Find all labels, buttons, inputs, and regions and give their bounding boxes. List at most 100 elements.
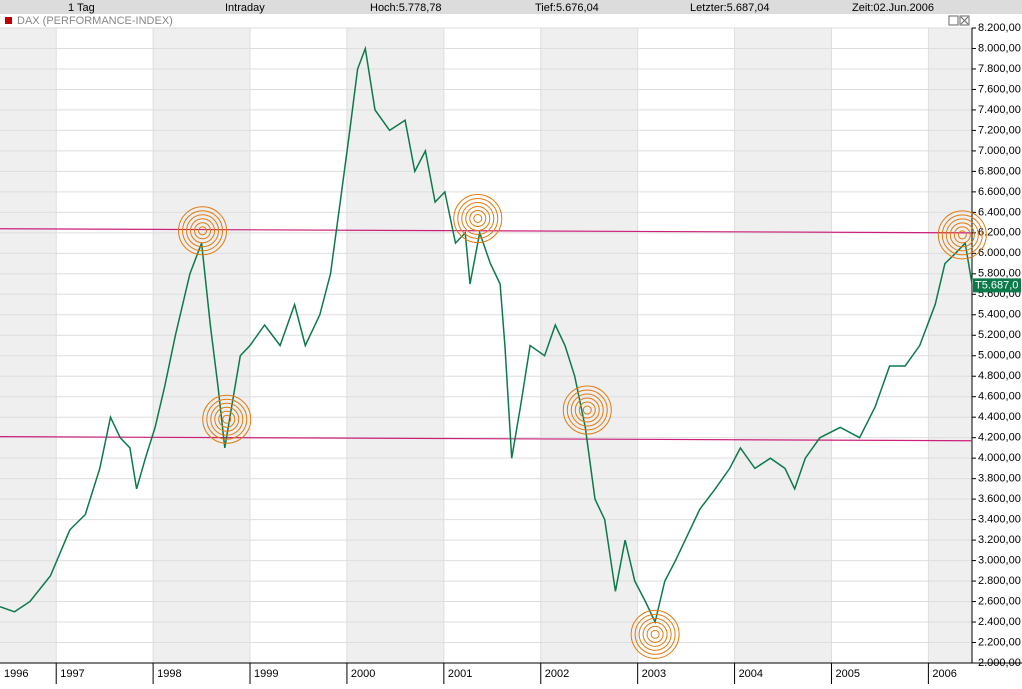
marker-ring xyxy=(945,218,979,252)
x-tick-label: 2006 xyxy=(932,668,956,680)
year-band xyxy=(928,28,972,663)
last-price-badge xyxy=(973,278,1021,293)
y-tick-label: 6.000,00 xyxy=(978,247,1021,259)
header-time: Zeit:02.Jun.2006 xyxy=(852,2,934,14)
target-marker xyxy=(630,609,680,659)
close-icon xyxy=(960,16,969,25)
marker-ring xyxy=(214,406,240,432)
marker-ring xyxy=(465,206,491,231)
marker-ring xyxy=(582,405,592,415)
y-tick-label: 5.800,00 xyxy=(978,268,1021,280)
marker-ring xyxy=(566,389,608,431)
target-marker xyxy=(562,385,612,435)
marker-ring xyxy=(461,202,495,235)
x-tick-label: 2005 xyxy=(835,668,859,680)
marker-ring xyxy=(218,410,236,428)
restore-button[interactable] xyxy=(948,15,959,26)
y-tick-label: 8.200,00 xyxy=(978,22,1021,34)
y-tick-label: 7.000,00 xyxy=(978,145,1021,157)
marker-ring xyxy=(646,625,664,643)
y-tick-label: 3.800,00 xyxy=(978,473,1021,485)
year-band xyxy=(734,28,832,663)
x-tick-label: 1998 xyxy=(157,668,181,680)
y-tick-label: 6.400,00 xyxy=(978,206,1021,218)
header-low: Tief:5.676,04 xyxy=(535,2,599,14)
y-tick-label: 3.000,00 xyxy=(978,554,1021,566)
y-tick-label: 5.200,00 xyxy=(978,329,1021,341)
marker-ring xyxy=(570,393,604,427)
marker-ring xyxy=(190,218,216,244)
chart-title: DAX (PERFORMANCE-INDEX) xyxy=(17,15,173,27)
y-tick-label: 6.200,00 xyxy=(978,227,1021,239)
header-last: Letzter:5.687,04 xyxy=(690,2,770,14)
marker-ring xyxy=(473,214,483,223)
y-tick-label: 6.800,00 xyxy=(978,165,1021,177)
target-marker xyxy=(937,210,987,260)
x-tick-label: 2003 xyxy=(642,668,666,680)
price-line xyxy=(0,45,973,625)
header-period: 1 Tag xyxy=(68,2,95,14)
header-mode: Intraday xyxy=(225,2,265,14)
y-tick-label: 3.400,00 xyxy=(978,514,1021,526)
y-tick-label: 7.200,00 xyxy=(978,124,1021,136)
marker-ring xyxy=(574,397,600,423)
marker-ring xyxy=(182,210,224,252)
y-tick-label: 4.400,00 xyxy=(978,411,1021,423)
marker-ring xyxy=(562,385,612,435)
marker-ring xyxy=(198,226,208,236)
target-marker xyxy=(178,206,228,256)
marker-ring xyxy=(634,613,676,655)
marker-ring xyxy=(937,210,987,260)
x-tick-label: 2000 xyxy=(351,668,375,680)
x-tick-label: 1996 xyxy=(4,668,28,680)
y-tick-label: 2.400,00 xyxy=(978,616,1021,628)
marker-ring xyxy=(222,414,232,424)
year-band xyxy=(540,28,638,663)
x-tick-label: 1997 xyxy=(60,668,84,680)
header-bar xyxy=(0,0,1022,14)
y-tick-label: 2.600,00 xyxy=(978,595,1021,607)
x-tick-label: 2001 xyxy=(448,668,472,680)
target-marker xyxy=(202,394,252,444)
marker-ring xyxy=(202,394,252,444)
marker-ring xyxy=(210,402,244,436)
y-tick-label: 4.600,00 xyxy=(978,391,1021,403)
y-tick-label: 4.000,00 xyxy=(978,452,1021,464)
marker-ring xyxy=(941,214,983,256)
marker-ring xyxy=(457,198,499,239)
last-price-label: T5.687,0 xyxy=(975,279,1018,291)
marker-ring xyxy=(949,222,975,248)
y-tick-label: 2.800,00 xyxy=(978,575,1021,587)
y-tick-label: 3.200,00 xyxy=(978,534,1021,546)
trendline xyxy=(0,436,973,442)
header-high: Hoch:5.778,78 xyxy=(370,2,442,14)
marker-ring xyxy=(578,401,596,419)
marker-ring xyxy=(953,226,971,244)
marker-ring xyxy=(206,398,248,440)
x-tick-label: 1999 xyxy=(254,668,278,680)
y-tick-label: 7.600,00 xyxy=(978,83,1021,95)
year-band xyxy=(153,28,251,663)
marker-ring xyxy=(194,222,212,240)
marker-ring xyxy=(178,206,228,256)
x-tick-label: 2002 xyxy=(545,668,569,680)
marker-ring xyxy=(630,609,680,659)
y-tick-label: 6.600,00 xyxy=(978,186,1021,198)
trendline xyxy=(0,228,973,234)
marker-ring xyxy=(642,621,668,647)
marker-ring xyxy=(469,210,487,227)
y-tick-label: 2.200,00 xyxy=(978,636,1021,648)
title-icon xyxy=(5,17,12,24)
y-tick-label: 7.800,00 xyxy=(978,63,1021,75)
marker-ring xyxy=(186,214,220,248)
y-tick-label: 4.800,00 xyxy=(978,370,1021,382)
title-bar xyxy=(0,14,1022,28)
y-tick-label: 5.400,00 xyxy=(978,309,1021,321)
marker-ring xyxy=(957,230,967,240)
y-tick-label: 4.200,00 xyxy=(978,432,1021,444)
marker-ring xyxy=(650,629,660,639)
y-tick-label: 7.400,00 xyxy=(978,104,1021,116)
y-tick-label: 5.000,00 xyxy=(978,350,1021,362)
